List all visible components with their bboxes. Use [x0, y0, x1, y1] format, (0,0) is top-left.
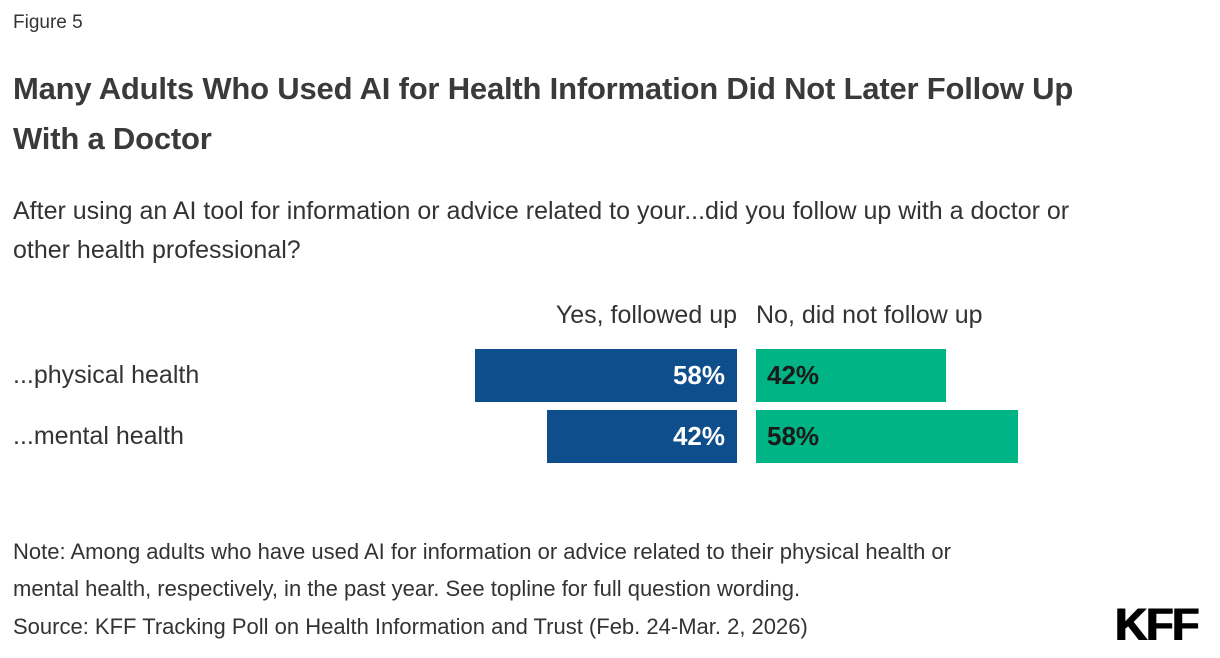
bar-value-label: 58% — [672, 360, 725, 390]
kff-logo: KFF — [1115, 599, 1199, 650]
chart-subtitle: After using an AI tool for information o… — [13, 197, 1070, 264]
column-header-no-did-not-follow-up: No, did not follow up — [756, 301, 983, 329]
bar-mental-yes-followed-up: 42% — [547, 410, 737, 463]
chart-row-mental-health: ...mental health 42% 58% — [0, 410, 1220, 463]
chart-title: Many Adults Who Used AI for Health Infor… — [13, 71, 1074, 156]
category-label-mental-health: ...mental health — [13, 422, 184, 450]
category-label-physical-health: ...physical health — [13, 361, 200, 389]
bar-physical-yes-followed-up: 58% — [475, 349, 737, 402]
chart-row-physical-health: ...physical health 58% 42% — [0, 349, 1220, 402]
column-header-yes-followed-up: Yes, followed up — [555, 301, 737, 329]
bar-physical-no-follow-up: 42% — [756, 349, 946, 402]
source-text: Source: KFF Tracking Poll on Health Info… — [13, 614, 808, 639]
figure-label: Figure 5 — [13, 12, 83, 33]
bar-mental-no-follow-up: 58% — [756, 410, 1018, 463]
note-text: Note: Among adults who have used AI for … — [13, 539, 951, 601]
bar-chart: ...physical health 58% 42% ...mental hea… — [0, 349, 1220, 471]
bar-value-label: 42% — [672, 421, 725, 451]
bar-value-label: 58% — [767, 421, 820, 451]
bar-value-label: 42% — [767, 360, 820, 390]
